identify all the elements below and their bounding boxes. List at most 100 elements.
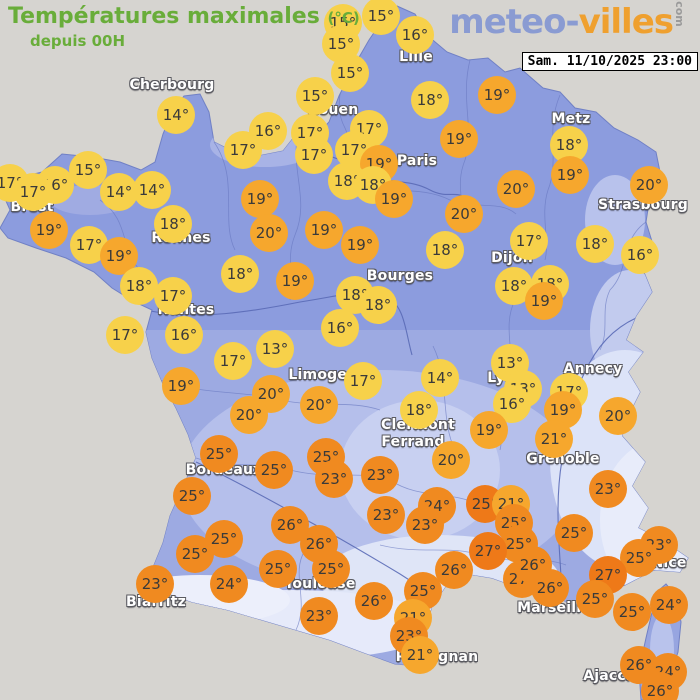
temperature-bubble[interactable]: 26° <box>355 582 393 620</box>
temperature-bubble[interactable]: 13° <box>256 330 294 368</box>
temperature-bubble[interactable]: 25° <box>312 550 350 588</box>
temperature-bubble[interactable]: 17° <box>224 131 262 169</box>
temperature-bubble[interactable]: 18° <box>576 225 614 263</box>
temperature-value: 14° <box>138 181 166 199</box>
temperature-bubble[interactable]: 17° <box>295 136 333 174</box>
temperature-bubble[interactable]: 18° <box>154 205 192 243</box>
temperature-value: 20° <box>635 176 663 194</box>
temperature-bubble[interactable]: 18° <box>400 391 438 429</box>
temperature-bubble[interactable]: 20° <box>300 386 338 424</box>
temperature-bubble[interactable]: 23° <box>361 456 399 494</box>
temperature-value: 20° <box>257 385 285 403</box>
city-label: Lille <box>399 49 433 65</box>
temperature-bubble[interactable]: 14° <box>133 171 171 209</box>
temperature-bubble[interactable]: 19° <box>276 262 314 300</box>
temperature-bubble[interactable]: 15° <box>69 151 107 189</box>
temperature-bubble[interactable]: 26° <box>531 569 569 607</box>
temperature-bubble[interactable]: 23° <box>315 460 353 498</box>
temperature-bubble[interactable]: 17° <box>14 173 52 211</box>
temperature-bubble[interactable]: 26° <box>435 551 473 589</box>
meteo-villes-logo[interactable]: meteo-villes.com <box>449 0 686 42</box>
temperature-value: 26° <box>360 592 388 610</box>
temperature-bubble[interactable]: 16° <box>165 316 203 354</box>
temperature-bubble[interactable]: 17° <box>106 316 144 354</box>
city-label: Limoges <box>288 367 355 383</box>
temperature-bubble[interactable]: 17° <box>344 362 382 400</box>
temperature-bubble[interactable]: 25° <box>255 451 293 489</box>
temperature-bubble[interactable]: 14° <box>100 173 138 211</box>
temperature-bubble[interactable]: 25° <box>200 435 238 473</box>
city-label: Cherbourg <box>130 77 215 93</box>
temperature-bubble[interactable]: 19° <box>162 367 200 405</box>
temperature-bubble[interactable]: 17° <box>70 226 108 264</box>
temperature-value: 18° <box>416 91 444 109</box>
temperature-bubble[interactable]: 20° <box>445 195 483 233</box>
temperature-bubble[interactable]: 25° <box>613 593 651 631</box>
temperature-bubble[interactable]: 18° <box>120 267 158 305</box>
temperature-bubble[interactable]: 19° <box>440 120 478 158</box>
temperature-bubble[interactable]: 18° <box>411 81 449 119</box>
temperature-value: 19° <box>483 86 511 104</box>
temperature-bubble[interactable]: 16° <box>396 16 434 54</box>
temperature-bubble[interactable]: 25° <box>404 572 442 610</box>
temperature-bubble[interactable]: 16° <box>621 236 659 274</box>
temperature-value: 15° <box>74 161 102 179</box>
temperature-value: 25° <box>409 582 437 600</box>
temperature-bubble[interactable]: 19° <box>470 411 508 449</box>
temperature-bubble[interactable]: 24° <box>210 565 248 603</box>
temperature-bubble[interactable]: 14° <box>421 359 459 397</box>
temperature-bubble[interactable]: 25° <box>173 477 211 515</box>
temperature-bubble[interactable]: 23° <box>136 565 174 603</box>
temperature-bubble[interactable]: 20° <box>252 375 290 413</box>
temperature-bubble[interactable]: 15° <box>296 77 334 115</box>
temperature-bubble[interactable]: 21° <box>535 420 573 458</box>
temperature-bubble[interactable]: 25° <box>555 514 593 552</box>
temperature-bubble[interactable]: 15° <box>362 0 400 35</box>
temperature-value: 15° <box>336 64 364 82</box>
temperature-bubble[interactable]: 26° <box>641 672 679 700</box>
temperature-bubble[interactable]: 23° <box>589 470 627 508</box>
temperature-value: 20° <box>502 180 530 198</box>
temperature-bubble[interactable]: 15° <box>331 54 369 92</box>
temperature-bubble[interactable]: 14° <box>157 96 195 134</box>
temperature-bubble[interactable]: 17° <box>214 342 252 380</box>
temperature-bubble[interactable]: 20° <box>230 396 268 434</box>
temperature-bubble[interactable]: 19° <box>525 282 563 320</box>
temperature-bubble[interactable]: 20° <box>599 397 637 435</box>
temperature-bubble[interactable]: 19° <box>551 156 589 194</box>
temperature-bubble[interactable]: 19° <box>305 211 343 249</box>
temperature-bubble[interactable]: 17° <box>154 277 192 315</box>
temperature-value: 15° <box>367 7 395 25</box>
temperature-bubble[interactable]: 18° <box>426 231 464 269</box>
temperature-bubble[interactable]: 27° <box>469 532 507 570</box>
temperature-value: 14° <box>105 183 133 201</box>
temperature-bubble[interactable]: 21° <box>401 636 439 674</box>
temperature-value: 17° <box>349 372 377 390</box>
temperature-bubble[interactable]: 24° <box>650 586 688 624</box>
temperature-bubble[interactable]: 19° <box>478 76 516 114</box>
temperature-bubble[interactable]: 20° <box>250 214 288 252</box>
temperature-bubble[interactable]: 17° <box>510 222 548 260</box>
temperature-bubble[interactable]: 20° <box>432 441 470 479</box>
temperature-value: 19° <box>105 247 133 265</box>
temperature-bubble[interactable]: 16° <box>321 309 359 347</box>
temperature-bubble[interactable]: 25° <box>259 550 297 588</box>
temperature-bubble[interactable]: 23° <box>300 597 338 635</box>
temperature-bubble[interactable]: 20° <box>497 170 535 208</box>
temperature-bubble[interactable]: 25° <box>176 535 214 573</box>
temperature-value: 19° <box>380 190 408 208</box>
temperature-bubble[interactable]: 19° <box>241 180 279 218</box>
temperature-bubble[interactable]: 19° <box>30 211 68 249</box>
temperature-bubble[interactable]: 19° <box>341 226 379 264</box>
page-subtitle: depuis 00H <box>30 32 126 50</box>
temperature-value: 25° <box>210 530 238 548</box>
temperature-bubble[interactable]: 23° <box>406 506 444 544</box>
temperature-bubble[interactable]: 18° <box>359 286 397 324</box>
temperature-bubble[interactable]: 23° <box>367 496 405 534</box>
temperature-bubble[interactable]: 20° <box>630 166 668 204</box>
temperature-bubble[interactable]: 19° <box>375 180 413 218</box>
temperature-bubble[interactable]: 25° <box>576 580 614 618</box>
temperature-value: 18° <box>333 172 361 190</box>
temperature-bubble[interactable]: 18° <box>221 255 259 293</box>
temperature-value: 18° <box>159 215 187 233</box>
